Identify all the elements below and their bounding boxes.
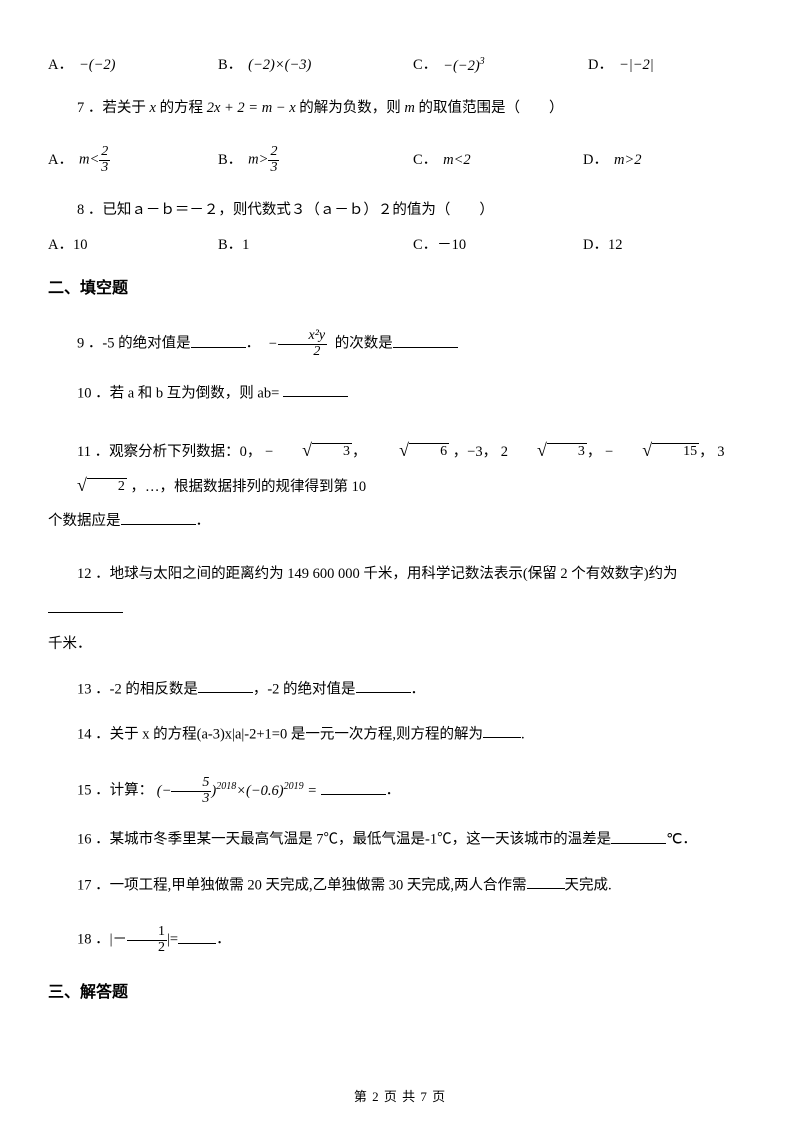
blank [191, 332, 246, 348]
q10: 10 ．若 a 和 b 互为倒数，则 ab= [48, 382, 752, 405]
q13: 13 ．-2 的相反数是，-2 的绝对值是． [48, 678, 752, 701]
blank [321, 779, 386, 795]
opt-b: B．1 [218, 235, 249, 257]
blank [178, 928, 216, 944]
blank [527, 874, 565, 890]
opt-a-math: m<23 [79, 145, 110, 175]
section-2-title: 二、填空题 [48, 277, 752, 301]
opt-c-label: C． [413, 150, 437, 172]
q14: 14 ．关于 x 的方程(a-3)x|a|-2+1=0 是一元一次方程,则方程的… [48, 723, 752, 746]
blank [483, 723, 521, 739]
q11: 11 ．观察分析下列数据：0， −√3， √6 ，−3， 2√3， −√15， … [48, 435, 752, 539]
blank [356, 678, 411, 694]
q7-text: 7 ．若关于 x 的方程 2x + 2 = m − x 的解为负数，则 m 的取… [48, 98, 752, 120]
q8-text: 8 ．已知ａ－ｂ＝－２，则代数式３（ａ－ｂ）２的值为（ ） [48, 200, 752, 222]
opt-d-math: m>2 [614, 150, 642, 172]
opt-d: D．12 [583, 235, 622, 257]
opt-a-label: A． [48, 55, 73, 77]
opt-c-math: m<2 [443, 150, 471, 172]
opt-d-label: D． [583, 150, 608, 172]
section-3-title: 三、解答题 [48, 981, 752, 1005]
q8-options: A．10 B．1 C．－10 D．12 [48, 235, 752, 257]
opt-b-math: (−2)×(−3) [248, 55, 311, 77]
opt-b-math: m>23 [248, 145, 279, 175]
opt-b-label: B． [218, 150, 242, 172]
q9: 9 ．-5 的绝对值是． −x²y2 的次数是 [48, 329, 752, 359]
opt-a-label: A． [48, 150, 73, 172]
blank [611, 828, 666, 844]
opt-a: A．10 [48, 235, 87, 257]
opt-d-math: −|−2| [619, 55, 654, 77]
opt-a-math: −(−2) [79, 55, 115, 77]
opt-d-label: D． [588, 55, 613, 77]
q17: 17 ．一项工程,甲单独做需 20 天完成,乙单独做需 30 天完成,两人合作需… [48, 874, 752, 897]
opt-c-math: −(−2)3 [443, 54, 484, 78]
q7-options: A． m<23 B． m>23 C． m<2 D． m>2 [48, 145, 752, 175]
blank [121, 510, 196, 526]
blank [283, 382, 348, 398]
q6-options: A． −(−2) B． (−2)×(−3) C． −(−2)3 D． −|−2| [48, 54, 752, 78]
q18: 18 ．|－12|=． [48, 925, 752, 955]
page-footer: 第 2 页 共 7 页 [0, 1087, 800, 1107]
blank [48, 598, 123, 614]
q15: 15 ．计算： (−53)2018×(−0.6)2019 = ． [48, 776, 752, 806]
q16: 16 ．某城市冬季里某一天最高气温是 7℃，最低气温是-1℃，这一天该城市的温差… [48, 828, 752, 851]
opt-c: C．－10 [413, 235, 466, 257]
blank [198, 678, 253, 694]
q12: 12 ．地球与太阳之间的距离约为 149 600 000 千米，用科学记数法表示… [48, 557, 752, 661]
opt-b-label: B． [218, 55, 242, 77]
blank [393, 332, 458, 348]
opt-c-label: C． [413, 55, 437, 77]
